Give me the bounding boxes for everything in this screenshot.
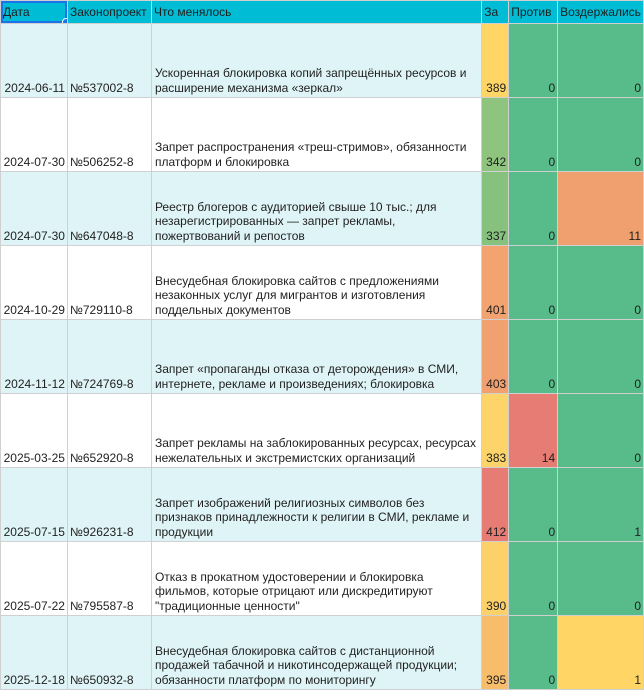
- date-cell[interactable]: 2024-07-30: [0, 97, 68, 172]
- date-cell[interactable]: 2025-07-15: [0, 467, 68, 542]
- table-row: 2024-10-29 №729110-8 Внесудебная блокировк…: [0, 245, 644, 320]
- for-cell[interactable]: 412: [481, 467, 510, 542]
- abstained-cell[interactable]: 0: [557, 393, 644, 468]
- changes-cell[interactable]: Запрет распространения «треш-стримов», о…: [150, 97, 483, 172]
- table-row: 2025-03-25 №652920-8 Запрет рекламы на заб…: [0, 393, 644, 468]
- selection-handle[interactable]: [61, 18, 67, 23]
- column-header-date-label: Дата: [3, 5, 30, 19]
- changes-cell[interactable]: Внесудебная блокировка сайтов с дистанци…: [150, 615, 483, 690]
- table-row: 2025-07-15 №926231-8 Запрет изображений ре…: [0, 467, 644, 542]
- abstained-cell[interactable]: 11: [557, 171, 644, 246]
- against-cell[interactable]: 0: [508, 615, 559, 690]
- date-cell[interactable]: 2024-07-30: [0, 171, 68, 246]
- bill-cell[interactable]: №506252-8: [66, 97, 152, 172]
- changes-cell[interactable]: Отказ в прокатном удостоверении и блокир…: [150, 541, 483, 616]
- bill-cell[interactable]: №724769-8: [66, 319, 152, 394]
- for-cell[interactable]: 401: [481, 245, 510, 320]
- column-header-date[interactable]: Дата: [0, 0, 68, 24]
- for-cell[interactable]: 337: [481, 171, 510, 246]
- changes-cell[interactable]: Запрет «пропаганды отказа от деторождени…: [150, 319, 483, 394]
- column-header-against[interactable]: Против: [508, 0, 559, 24]
- table-row: 2024-06-11 №537002-8 Ускоренная блокировка…: [0, 23, 644, 98]
- changes-cell[interactable]: Запрет изображений религиозных символов …: [150, 467, 483, 542]
- bill-cell[interactable]: №652920-8: [66, 393, 152, 468]
- for-cell[interactable]: 395: [481, 615, 510, 690]
- for-cell[interactable]: 390: [481, 541, 510, 616]
- changes-cell[interactable]: Запрет рекламы на заблокированных ресурс…: [150, 393, 483, 468]
- column-header-abstained[interactable]: Воздержались: [557, 0, 644, 24]
- header-row: Дата Законопроект Что менялось За Против…: [0, 0, 644, 24]
- column-header-bill[interactable]: Законопроект: [66, 0, 152, 24]
- for-cell[interactable]: 403: [481, 319, 510, 394]
- abstained-cell[interactable]: 0: [557, 97, 644, 172]
- for-cell[interactable]: 342: [481, 97, 510, 172]
- bill-cell[interactable]: №537002-8: [66, 23, 152, 98]
- column-header-for[interactable]: За: [481, 0, 510, 24]
- date-cell[interactable]: 2024-11-12: [0, 319, 68, 394]
- date-cell[interactable]: 2025-03-25: [0, 393, 68, 468]
- table-row: 2025-12-18 №650932-8 Внесудебная блокировк…: [0, 615, 644, 690]
- bill-cell[interactable]: №926231-8: [66, 467, 152, 542]
- against-cell[interactable]: 0: [508, 97, 559, 172]
- against-cell[interactable]: 0: [508, 541, 559, 616]
- against-cell[interactable]: 0: [508, 245, 559, 320]
- against-cell[interactable]: 0: [508, 467, 559, 542]
- bill-cell[interactable]: №647048-8: [66, 171, 152, 246]
- date-cell[interactable]: 2025-07-22: [0, 541, 68, 616]
- date-cell[interactable]: 2025-12-18: [0, 615, 68, 690]
- against-cell[interactable]: 0: [508, 23, 559, 98]
- table-row: 2024-07-30 №647048-8 Реестр блогеров с ауд…: [0, 171, 644, 246]
- abstained-cell[interactable]: 1: [557, 615, 644, 690]
- abstained-cell[interactable]: 0: [557, 541, 644, 616]
- changes-cell[interactable]: Ускоренная блокировка копий запрещённых …: [150, 23, 483, 98]
- bill-cell[interactable]: №650932-8: [66, 615, 152, 690]
- date-cell[interactable]: 2024-10-29: [0, 245, 68, 320]
- against-cell[interactable]: 14: [508, 393, 559, 468]
- changes-cell[interactable]: Внесудебная блокировка сайтов с предложе…: [150, 245, 483, 320]
- table-row: 2025-07-22 №795587-8 Отказ в прокатном удо…: [0, 541, 644, 616]
- abstained-cell[interactable]: 0: [557, 319, 644, 394]
- bill-cell[interactable]: №729110-8: [66, 245, 152, 320]
- abstained-cell[interactable]: 0: [557, 23, 644, 98]
- table-row: 2024-11-12 №724769-8 Запрет «пропаганды от…: [0, 319, 644, 394]
- for-cell[interactable]: 389: [481, 23, 510, 98]
- date-cell[interactable]: 2024-06-11: [0, 23, 68, 98]
- column-header-changes[interactable]: Что менялось: [150, 0, 483, 24]
- against-cell[interactable]: 0: [508, 319, 559, 394]
- abstained-cell[interactable]: 0: [557, 245, 644, 320]
- table-row: 2024-07-30 №506252-8 Запрет распространени…: [0, 97, 644, 172]
- against-cell[interactable]: 0: [508, 171, 559, 246]
- changes-cell[interactable]: Реестр блогеров с аудиторией свыше 10 ты…: [150, 171, 483, 246]
- for-cell[interactable]: 383: [481, 393, 510, 468]
- abstained-cell[interactable]: 1: [557, 467, 644, 542]
- bill-cell[interactable]: №795587-8: [66, 541, 152, 616]
